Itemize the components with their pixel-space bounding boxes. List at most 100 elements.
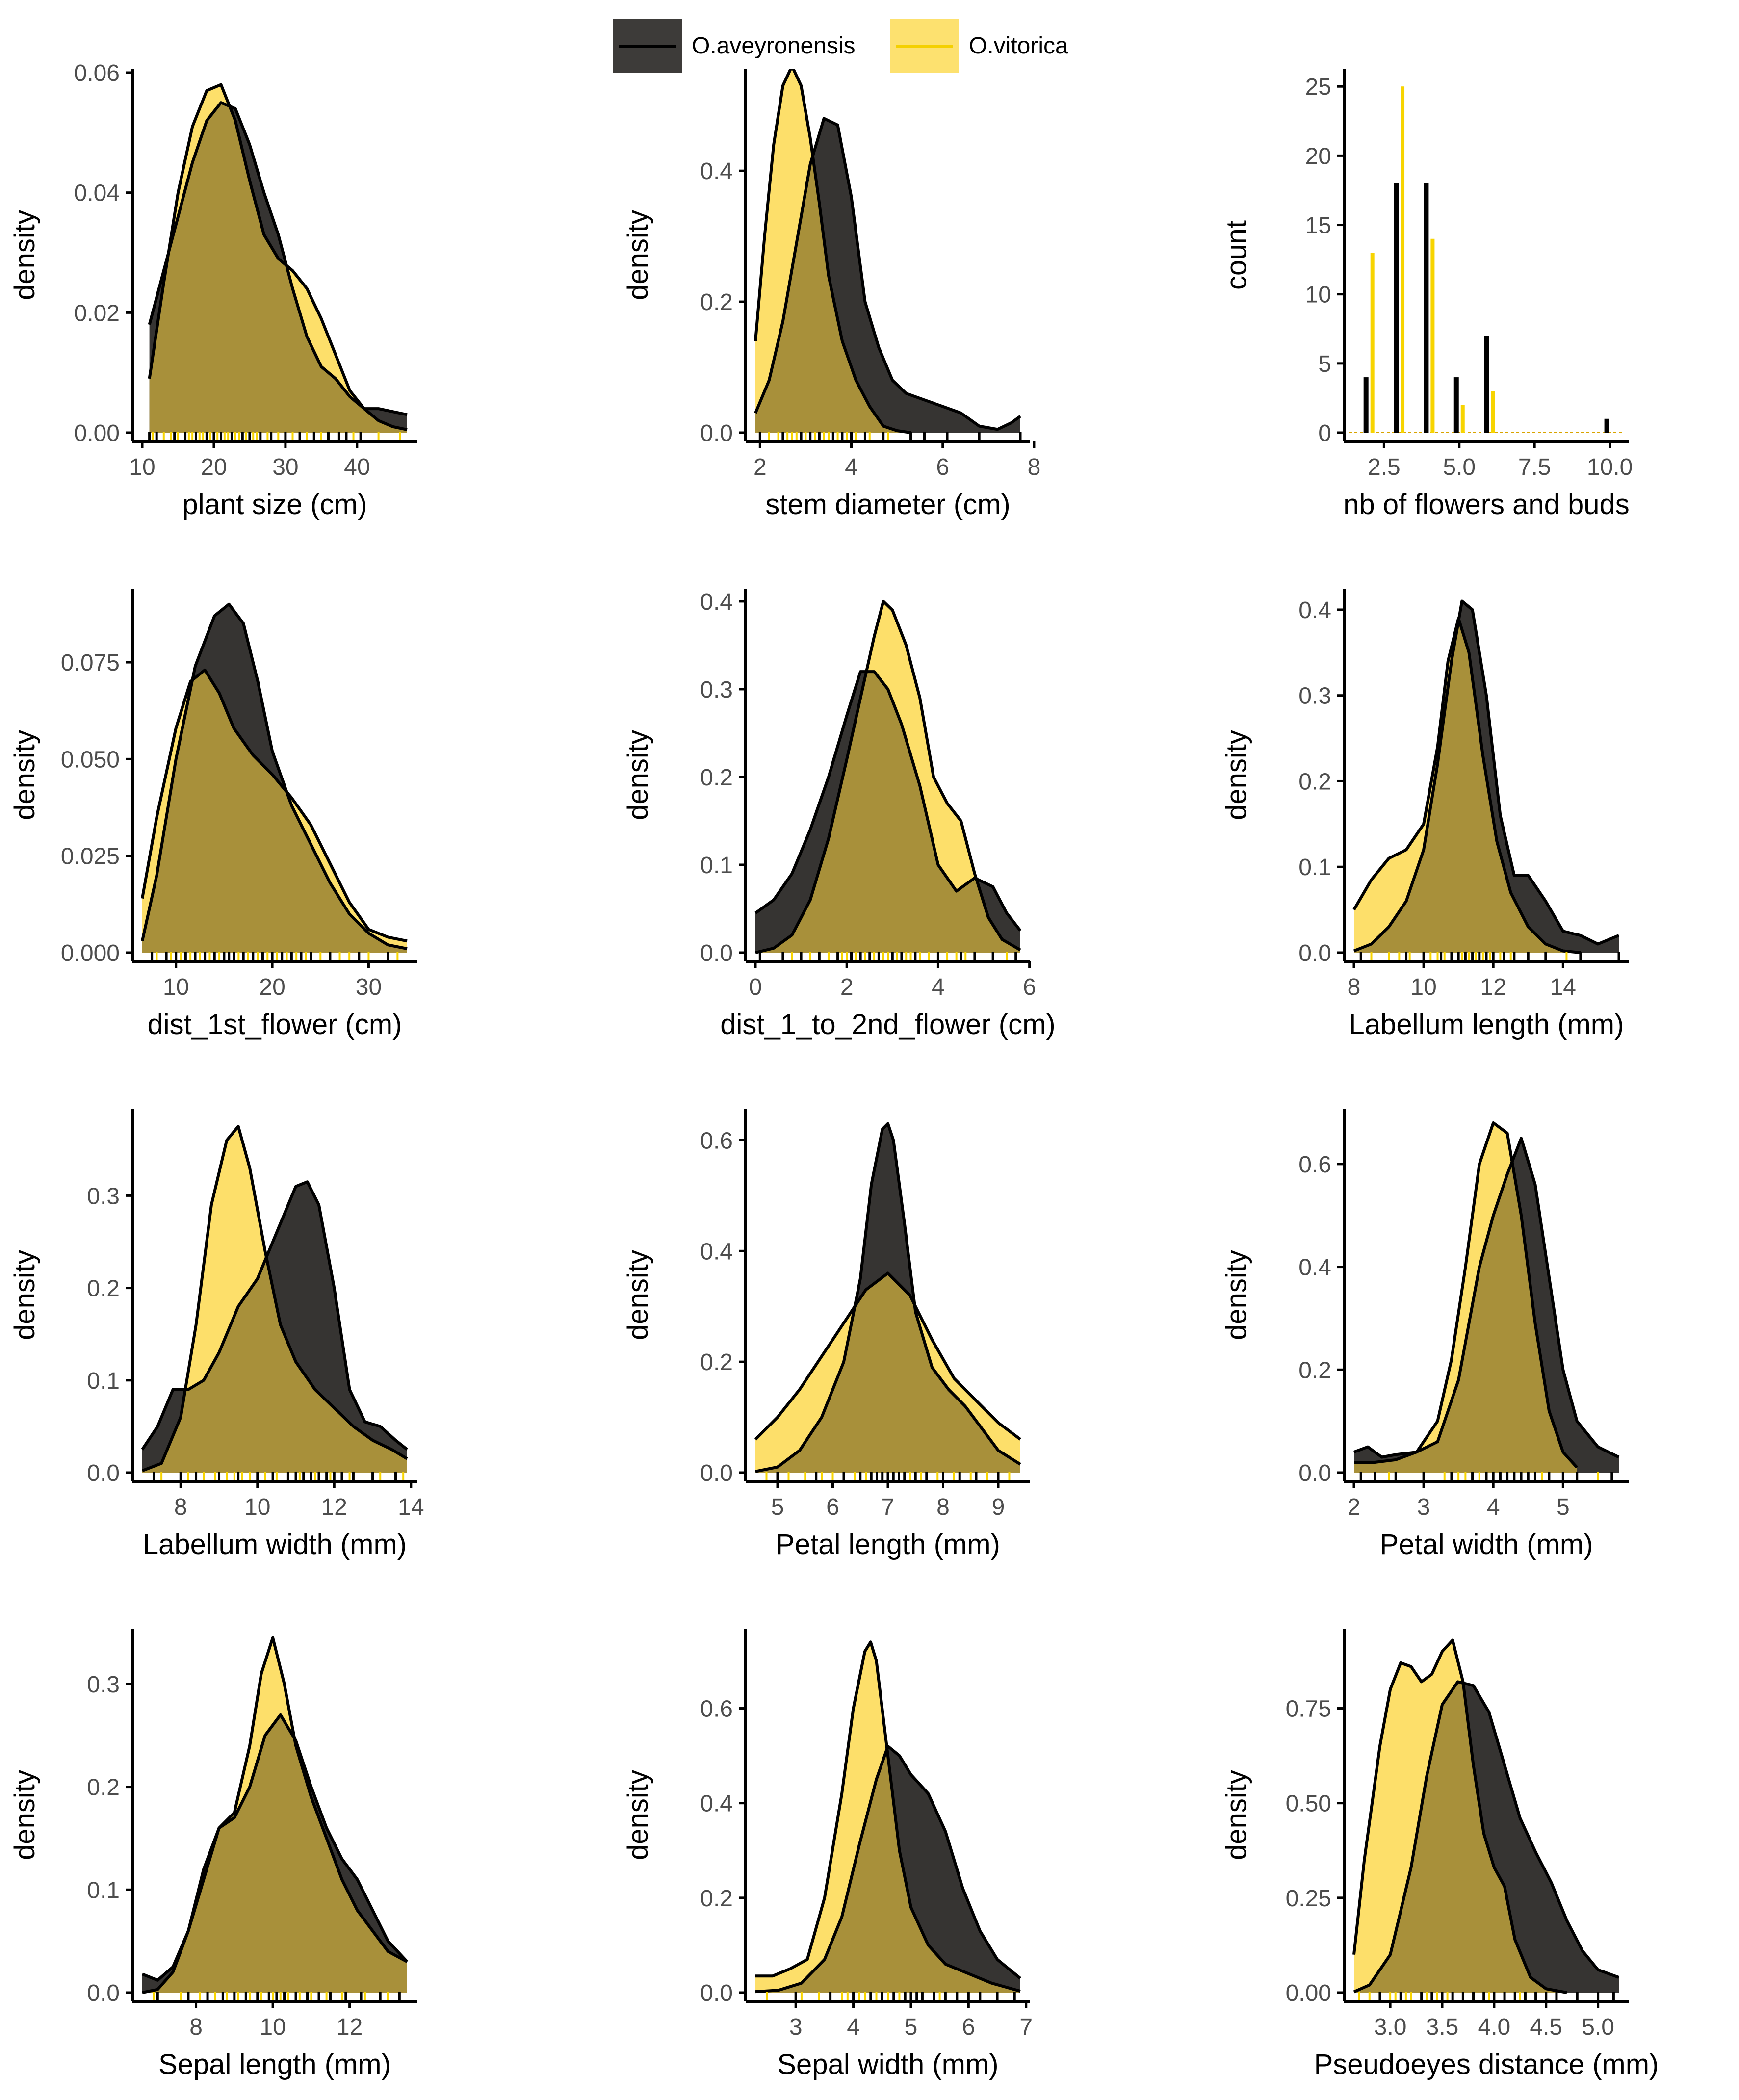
legend-key-vitorica bbox=[890, 19, 959, 73]
y-tick-label: 0.4 bbox=[1298, 597, 1331, 623]
plot-area bbox=[141, 1636, 409, 1994]
x-tick-label: 3.5 bbox=[1426, 2014, 1459, 2040]
density-line-aveyronensis bbox=[754, 670, 1022, 932]
y-tick-label: 0.50 bbox=[1286, 1791, 1331, 1817]
plot-area bbox=[1349, 86, 1624, 433]
density-line-vitorica bbox=[754, 69, 911, 434]
density-line-vitorica bbox=[141, 1125, 408, 1473]
density-line-vitorica bbox=[141, 668, 408, 943]
bar-vitorica-6 bbox=[1491, 391, 1495, 433]
y-tick-label: 25 bbox=[1305, 74, 1331, 100]
y-axis-title: count bbox=[1220, 220, 1252, 290]
x-tick-label: 3.0 bbox=[1374, 2014, 1407, 2040]
y-tick-label: 0.2 bbox=[1298, 769, 1331, 795]
density-line-aveyronensis bbox=[755, 1122, 1021, 1473]
density-line-vitorica bbox=[142, 1636, 408, 1994]
density-line-aveyronensis bbox=[1353, 1680, 1620, 1994]
plot-area bbox=[141, 602, 408, 953]
y-tick-label: 0.2 bbox=[1298, 1357, 1331, 1383]
y-axis-title: density bbox=[9, 1770, 41, 1860]
y-axis-title: density bbox=[1220, 730, 1252, 820]
y-tick-label: 0.4 bbox=[1298, 1255, 1331, 1281]
x-tick-label: 9 bbox=[992, 1494, 1005, 1520]
bar-aveyronensis-5 bbox=[1453, 377, 1459, 433]
legend-label-aveyronensis: O.aveyronensis bbox=[692, 32, 856, 59]
y-tick-label: 0.00 bbox=[74, 420, 120, 446]
x-tick-label: 4 bbox=[845, 454, 858, 480]
plot-area bbox=[1352, 599, 1620, 954]
x-tick-label: 2 bbox=[753, 454, 767, 480]
density-line-vitorica bbox=[1352, 617, 1581, 954]
x-tick-label: 3 bbox=[789, 2014, 803, 2040]
density-line-aveyronensis bbox=[754, 117, 1021, 431]
x-tick-label: 8 bbox=[174, 1494, 187, 1520]
y-axis-title: density bbox=[9, 730, 41, 820]
density-fill-overlap bbox=[755, 1273, 1020, 1473]
panel-8: 0.0 0.2 0.4 0.6 5 6 7 8 9 Petal length (mm) densit… bbox=[622, 1109, 1030, 1560]
x-tick-label: 8 bbox=[936, 1494, 950, 1520]
x-tick-label: 2 bbox=[1348, 1494, 1361, 1520]
x-tick-label: 4 bbox=[932, 974, 945, 1000]
x-tick-label: 5 bbox=[905, 2014, 918, 2040]
x-tick-label: 4.5 bbox=[1530, 2014, 1562, 2040]
plot-area bbox=[141, 1125, 408, 1473]
x-tick-label: 12 bbox=[1480, 974, 1506, 1000]
y-tick-label: 20 bbox=[1305, 143, 1331, 169]
x-tick-label: 6 bbox=[826, 1494, 839, 1520]
x-tick-label: 7 bbox=[1019, 2014, 1033, 2040]
panel-5: 0.0 0.1 0.2 0.3 0.4 0 2 4 6 dist_1_to_2nd_flower … bbox=[622, 589, 1056, 1040]
x-tick-label: 4 bbox=[1487, 1494, 1500, 1520]
x-tick-label: 10 bbox=[1410, 974, 1436, 1000]
x-axis-title: Sepal width (mm) bbox=[777, 2048, 998, 2080]
panel-12: 0.00 0.25 0.50 0.75 3.0 3.5 4.0 4.5 5.0 Pseudoeye… bbox=[1220, 1629, 1659, 2080]
density-line-vitorica bbox=[755, 1640, 1021, 1993]
x-axis-title: stem diameter (cm) bbox=[765, 489, 1011, 520]
legend-key-aveyronensis bbox=[613, 19, 682, 73]
legend-item-vitorica: O.vitorica bbox=[890, 14, 1068, 78]
density-line-aveyronensis bbox=[755, 1744, 1021, 1994]
y-tick-label: 0.075 bbox=[61, 650, 120, 676]
y-tick-label: 0.025 bbox=[61, 844, 120, 870]
legend-item-aveyronensis: O.aveyronensis bbox=[613, 14, 856, 78]
bar-vitorica-4 bbox=[1430, 238, 1435, 433]
y-tick-label: 0.06 bbox=[74, 60, 120, 86]
density-line-aveyronensis bbox=[1353, 599, 1620, 953]
x-tick-label: 30 bbox=[272, 454, 298, 480]
x-tick-label: 10 bbox=[163, 974, 189, 1000]
bar-aveyronensis-3 bbox=[1394, 183, 1399, 433]
y-tick-label: 0.0 bbox=[1298, 1460, 1331, 1486]
y-tick-label: 0.3 bbox=[87, 1183, 120, 1209]
x-tick-label: 6 bbox=[1023, 974, 1036, 1000]
y-tick-label: 0.000 bbox=[61, 940, 120, 966]
y-tick-label: 0.0 bbox=[700, 1460, 733, 1486]
x-tick-label: 10.0 bbox=[1587, 454, 1633, 480]
bar-vitorica-5 bbox=[1460, 405, 1465, 433]
y-tick-label: 0.1 bbox=[700, 853, 733, 879]
x-tick-label: 20 bbox=[201, 454, 227, 480]
plot-area bbox=[754, 599, 1022, 954]
plot-area bbox=[148, 83, 408, 433]
x-tick-label: 40 bbox=[344, 454, 370, 480]
plot-area bbox=[754, 1122, 1021, 1473]
density-line-vitorica bbox=[755, 599, 1021, 954]
x-axis-title: dist_1st_flower (cm) bbox=[148, 1009, 402, 1040]
y-axis-title: density bbox=[1220, 1250, 1252, 1340]
y-tick-label: 0.2 bbox=[700, 289, 733, 315]
legend: O.aveyronensis O.vitorica bbox=[613, 14, 1104, 78]
y-tick-label: 0.2 bbox=[87, 1775, 120, 1801]
density-fill-overlap bbox=[142, 1714, 407, 1993]
y-tick-label: 0.0 bbox=[700, 1980, 733, 2006]
panel-9: 0.0 0.2 0.4 0.6 2 3 4 5 Petal width (mm) density bbox=[1220, 1109, 1629, 1560]
y-tick-label: 0.0 bbox=[87, 1980, 120, 2006]
panel-1: 0.00 0.02 0.04 0.06 10 20 30 40 plant size (cm) d… bbox=[9, 60, 417, 520]
density-fill-overlap bbox=[142, 670, 407, 953]
bar-aveyronensis-10 bbox=[1604, 418, 1609, 433]
x-axis-title: Labellum width (mm) bbox=[143, 1529, 407, 1560]
legend-label-vitorica: O.vitorica bbox=[969, 32, 1068, 59]
y-axis-title: density bbox=[622, 730, 654, 820]
x-tick-label: 8 bbox=[1348, 974, 1361, 1000]
x-axis-title: Labellum length (mm) bbox=[1349, 1009, 1624, 1040]
y-tick-label: 0.4 bbox=[700, 1239, 733, 1265]
x-tick-label: 12 bbox=[321, 1494, 347, 1520]
